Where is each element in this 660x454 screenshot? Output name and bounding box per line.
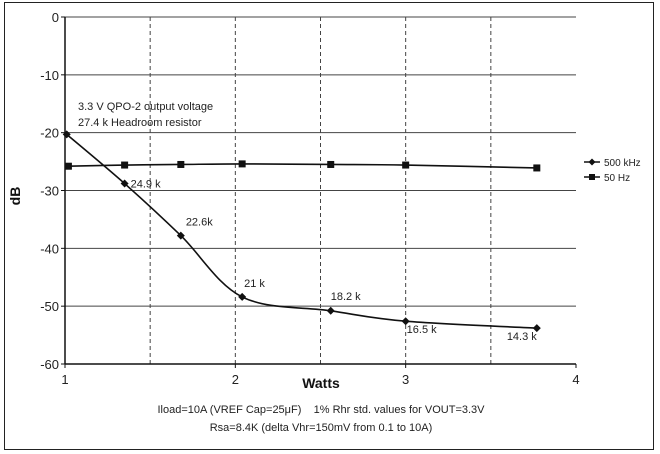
point-500-khz [326, 306, 335, 315]
data-label: 16.5 k [407, 324, 437, 336]
legend-marker-50hz [589, 174, 595, 180]
point-50-hz [177, 160, 185, 168]
axes [61, 16, 577, 368]
point-500-khz [238, 292, 247, 301]
series-line-50-hz [68, 163, 537, 169]
point-50-hz [327, 160, 335, 168]
y-tick-label: -50 [40, 299, 59, 314]
point-50-hz [121, 161, 129, 169]
point-500-khz [401, 317, 410, 326]
legend: 500 kHz 50 Hz [584, 158, 641, 184]
point-50-hz [238, 160, 246, 168]
x-axis-title: Watts [302, 375, 340, 391]
point-500-khz [176, 231, 185, 240]
data-label: 14.3 k [507, 331, 537, 343]
y-tick-label: -40 [40, 241, 59, 256]
x-tick-label: 3 [402, 372, 409, 387]
point-labels: 24.9 k 22.6k 21 k 18.2 k 16.5 k 14.3 k [131, 179, 538, 344]
legend-label-50hz: 50 Hz [604, 173, 630, 184]
x-tick-label: 2 [232, 372, 239, 387]
annotation-line-1: 3.3 V QPO-2 output voltage [78, 101, 213, 113]
x-tick-label: 4 [572, 372, 579, 387]
y-axis-title: dB [7, 187, 23, 206]
data-label: 24.9 k [131, 179, 161, 191]
y-tick-label: -60 [40, 357, 59, 372]
legend-label-500khz: 500 kHz [604, 158, 641, 169]
y-tick-label: -20 [40, 126, 59, 141]
point-500-khz [120, 179, 129, 188]
x-tick-labels: 1 2 3 4 [61, 372, 579, 387]
series-group [62, 130, 541, 333]
annotation-line-2: 27.4 k Headroom resistor [78, 117, 202, 129]
y-tick-label: 0 [52, 10, 59, 25]
data-label: 21 k [244, 278, 265, 290]
data-label: 18.2 k [331, 291, 361, 303]
chart-frame [4, 2, 654, 450]
footnote-line-1: Iload=10A (VREF Cap=25μF) 1% Rhr std. va… [157, 404, 485, 416]
grid-lines [65, 16, 576, 364]
y-tick-labels: 0 -10 -20 -30 -40 -50 -60 [40, 10, 59, 372]
point-50-hz [402, 161, 410, 169]
legend-marker-500khz [588, 158, 596, 166]
y-tick-label: -10 [40, 68, 59, 83]
footnote-line-2: Rsa=8.4K (delta Vhr=150mV from 0.1 to 10… [210, 422, 433, 434]
point-500-khz [532, 324, 541, 333]
y-tick-label: -30 [40, 184, 59, 199]
point-500-khz [62, 130, 71, 139]
x-tick-label: 1 [61, 372, 68, 387]
point-50-hz [533, 164, 541, 172]
point-50-hz [64, 162, 72, 170]
data-label: 22.6k [186, 217, 213, 229]
